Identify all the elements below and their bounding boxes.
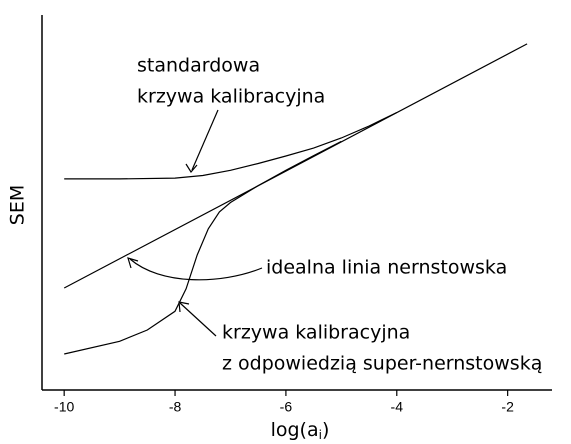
x-tick-label: -6 (280, 399, 293, 415)
annotation: krzywa kalibracyjna (222, 322, 410, 344)
line (64, 111, 398, 180)
x-tick-label: -10 (54, 399, 74, 415)
arrow-head (185, 163, 198, 174)
x-tick-label: -4 (391, 399, 404, 415)
x-tick-label: -8 (169, 399, 182, 415)
arrow (179, 302, 217, 337)
arrow (129, 258, 263, 281)
line (64, 140, 342, 355)
annotation: krzywa kalibracyjna (137, 86, 325, 108)
arrow (191, 109, 219, 171)
x-axis-label: log(ai) (271, 419, 330, 442)
annotation: idealna linia nernstowska (266, 257, 507, 279)
annotation: standardowa (137, 55, 260, 77)
line (63, 43, 528, 289)
arrows (127, 109, 263, 337)
annotation: z odpowiedzią super-nernstowską (222, 353, 542, 375)
x-tick-label: -2 (501, 399, 514, 415)
arrow-head (127, 257, 139, 269)
y-axis-label: SEM (7, 185, 29, 225)
